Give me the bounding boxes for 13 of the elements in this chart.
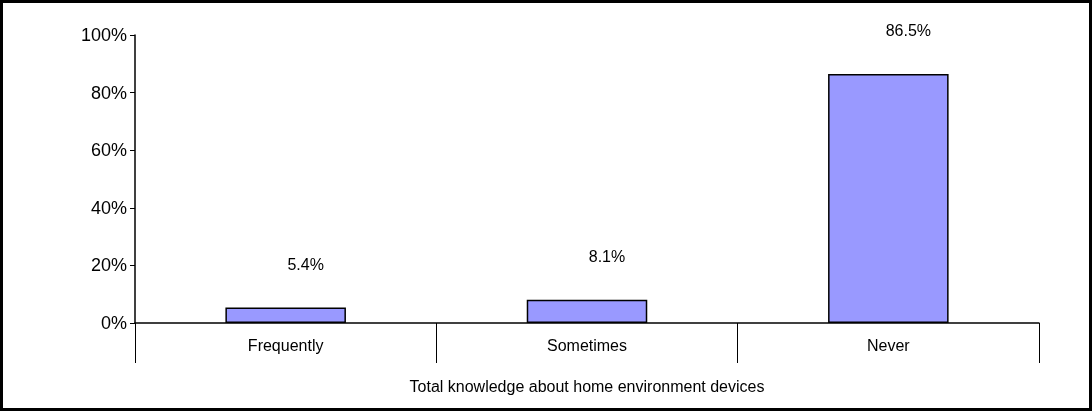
x-tick-label: Sometimes <box>546 336 628 354</box>
y-tick-label: 100% <box>80 25 127 45</box>
x-axis-title: Total knowledge about home environment devices <box>409 377 765 395</box>
y-tick-label: 80% <box>90 82 127 103</box>
data-label: 5.4% <box>287 255 324 273</box>
y-tick-label: 20% <box>90 255 127 276</box>
data-label: 86.5% <box>885 22 932 40</box>
y-tick-label: 60% <box>90 140 127 161</box>
data-label: 8.1% <box>588 248 626 266</box>
x-tick-label: Frequently <box>247 336 324 354</box>
x-tick-label: Never <box>866 336 911 354</box>
y-tick-label: 40% <box>90 197 127 218</box>
y-tick-label: 0% <box>100 313 127 333</box>
